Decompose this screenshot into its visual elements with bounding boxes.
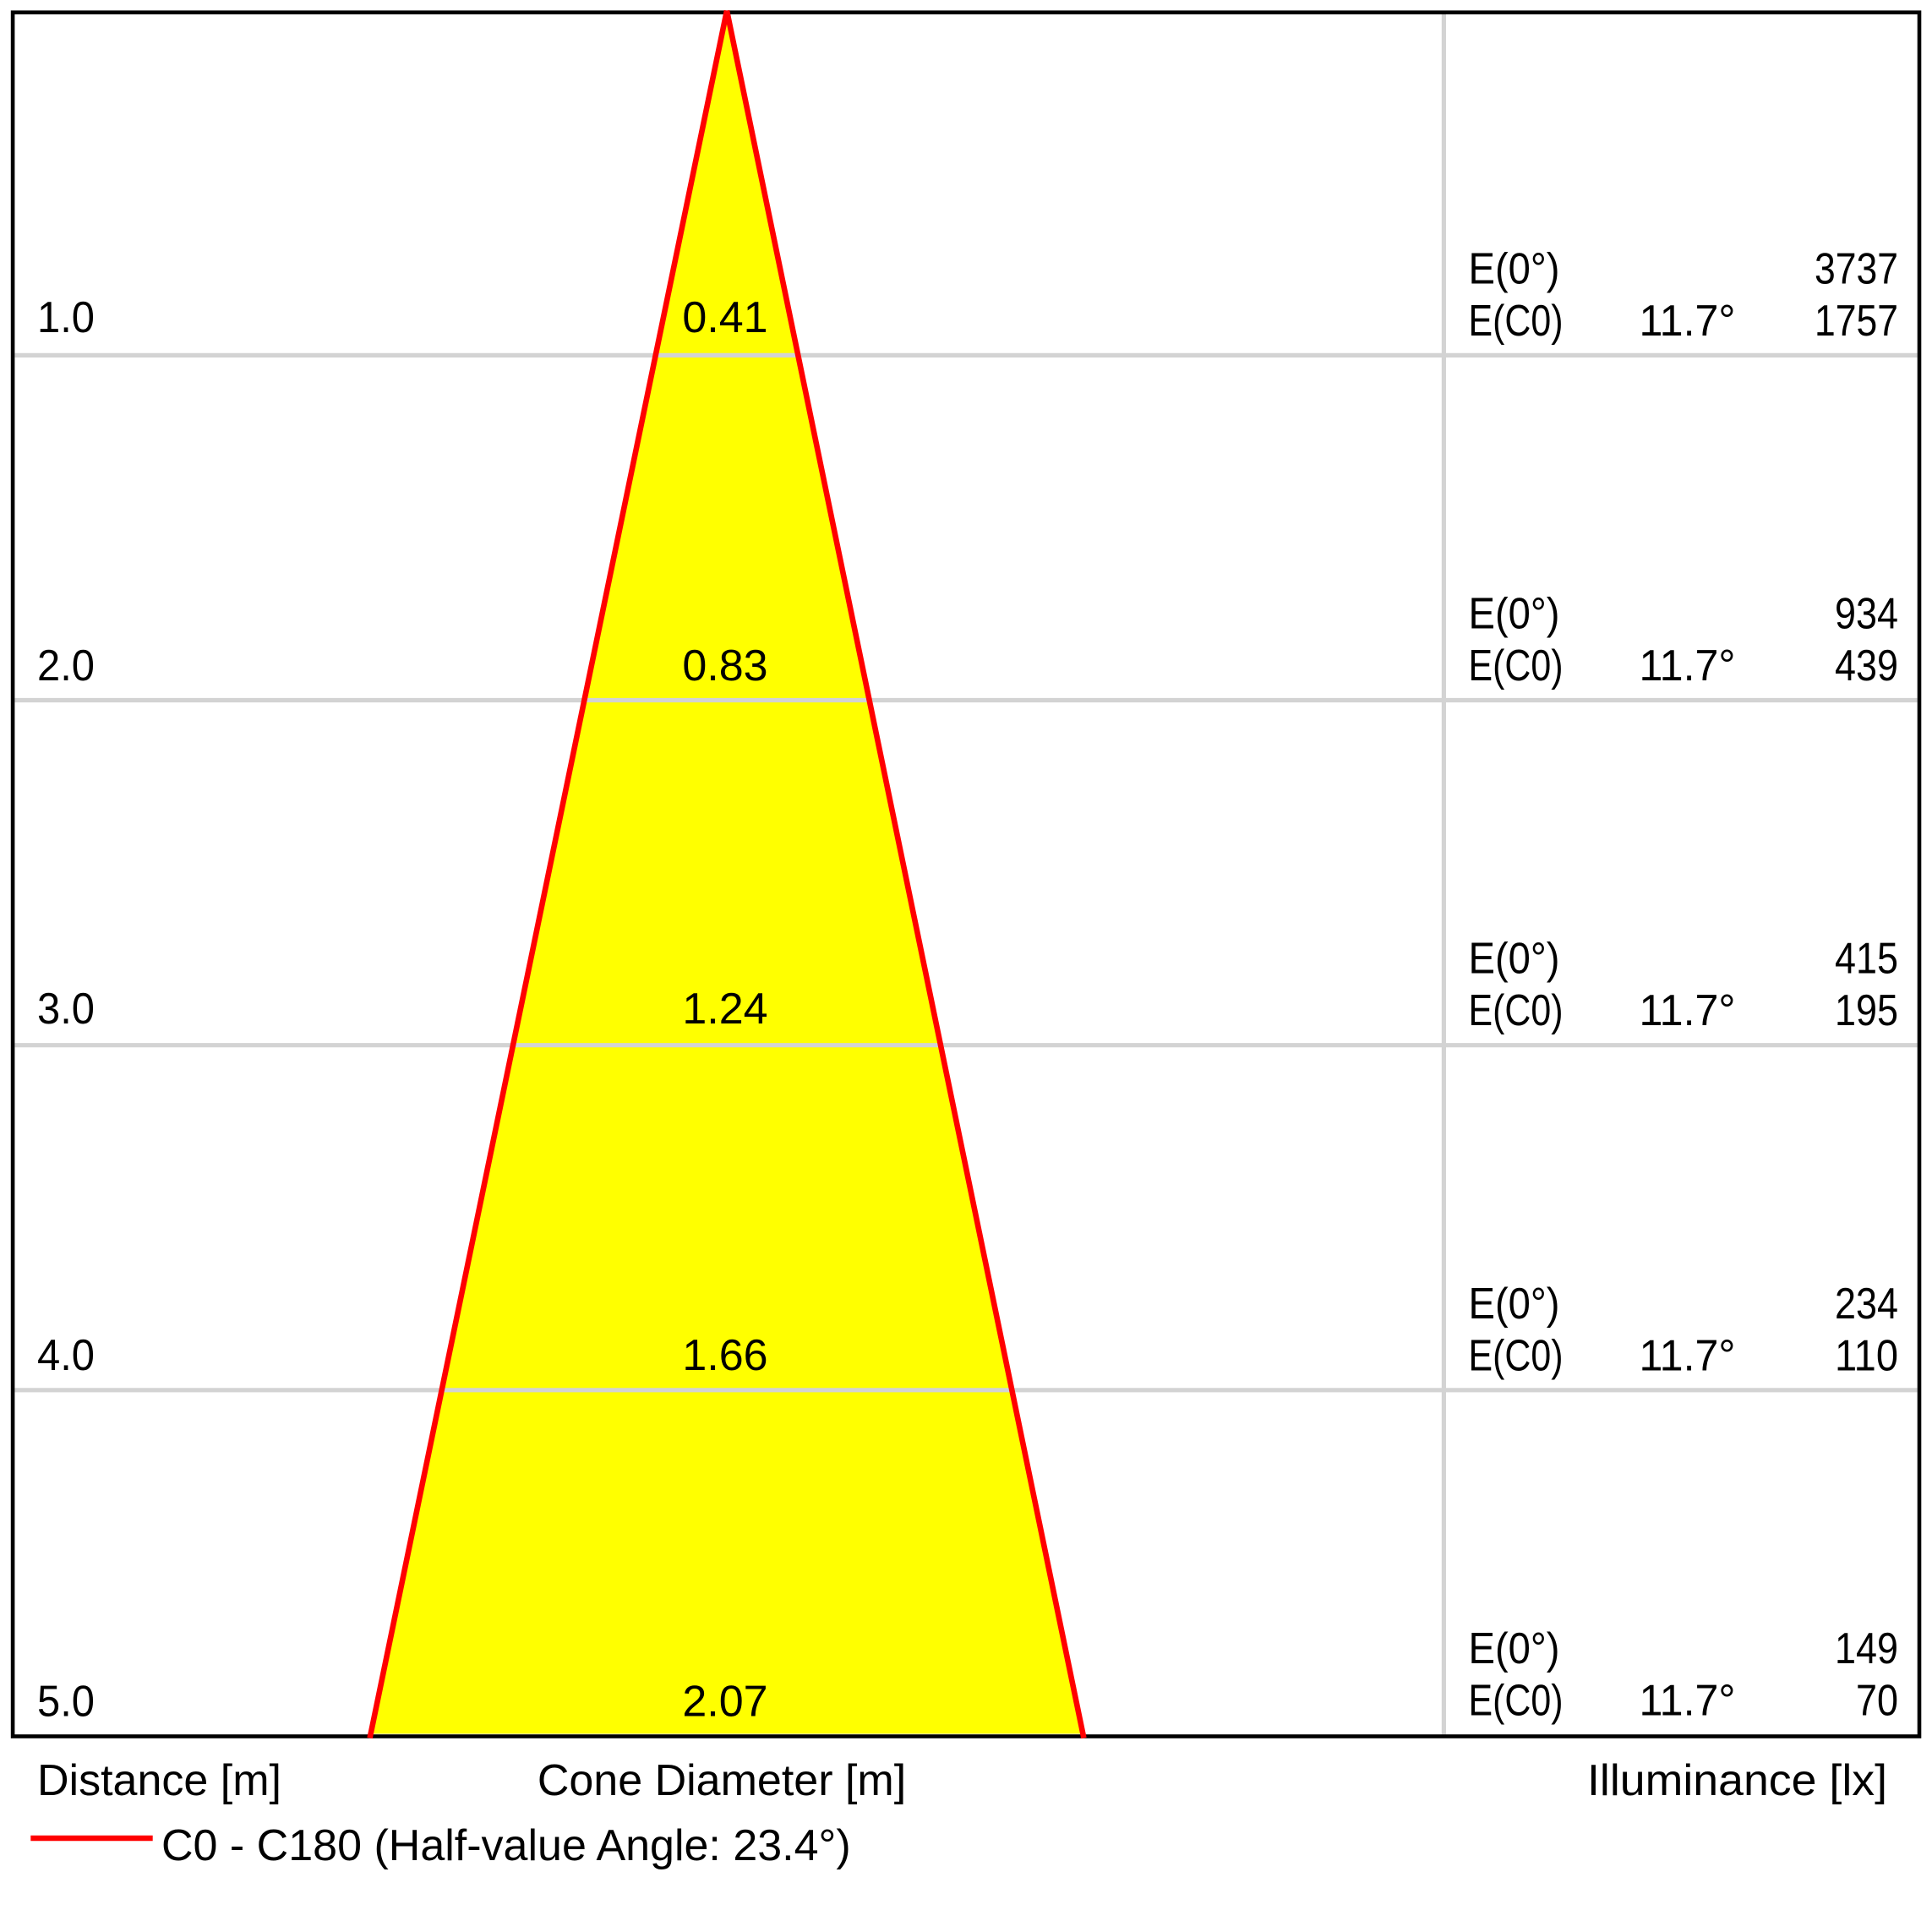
svg-text:Distance [m]: Distance [m] [37, 1756, 281, 1805]
svg-text:11.7°: 11.7° [1640, 297, 1736, 346]
svg-text:Cone Diameter [m]: Cone Diameter [m] [538, 1756, 906, 1805]
svg-text:1.0: 1.0 [37, 293, 95, 342]
svg-text:1.24: 1.24 [682, 985, 767, 1034]
svg-text:E(0°): E(0°) [1469, 935, 1560, 984]
svg-text:E(0°): E(0°) [1469, 1624, 1560, 1673]
svg-text:3737: 3737 [1815, 244, 1898, 293]
svg-text:E(C0): E(C0) [1469, 1331, 1564, 1380]
svg-text:439: 439 [1835, 641, 1898, 690]
svg-text:2.0: 2.0 [37, 641, 95, 690]
svg-text:149: 149 [1835, 1624, 1898, 1673]
svg-text:E(C0): E(C0) [1469, 297, 1564, 346]
svg-text:415: 415 [1835, 935, 1898, 984]
svg-text:195: 195 [1835, 986, 1898, 1035]
svg-text:934: 934 [1835, 590, 1898, 639]
svg-text:11.7°: 11.7° [1640, 1676, 1736, 1725]
svg-text:0.83: 0.83 [682, 641, 767, 690]
svg-text:E(C0): E(C0) [1469, 986, 1564, 1035]
svg-text:C0 - C180 (Half-value Angle: 2: C0 - C180 (Half-value Angle: 23.4°) [161, 1821, 851, 1870]
svg-text:3.0: 3.0 [37, 985, 95, 1034]
svg-text:11.7°: 11.7° [1640, 1331, 1736, 1380]
svg-text:E(0°): E(0°) [1469, 590, 1560, 639]
svg-text:E(0°): E(0°) [1469, 1280, 1560, 1329]
svg-text:11.7°: 11.7° [1640, 641, 1736, 690]
svg-text:2.07: 2.07 [682, 1678, 767, 1727]
svg-text:0.41: 0.41 [682, 293, 767, 342]
svg-text:4.0: 4.0 [37, 1331, 95, 1380]
svg-text:E(C0): E(C0) [1469, 641, 1564, 690]
svg-text:Illuminance [lx]: Illuminance [lx] [1587, 1756, 1887, 1805]
svg-text:E(C0): E(C0) [1469, 1676, 1564, 1725]
svg-text:1.66: 1.66 [682, 1331, 767, 1380]
svg-text:110: 110 [1835, 1331, 1898, 1380]
svg-text:70: 70 [1856, 1676, 1898, 1725]
svg-text:1757: 1757 [1815, 297, 1898, 346]
svg-text:E(0°): E(0°) [1469, 244, 1560, 293]
svg-text:5.0: 5.0 [37, 1678, 95, 1727]
svg-text:234: 234 [1835, 1280, 1898, 1329]
svg-text:11.7°: 11.7° [1640, 986, 1736, 1035]
